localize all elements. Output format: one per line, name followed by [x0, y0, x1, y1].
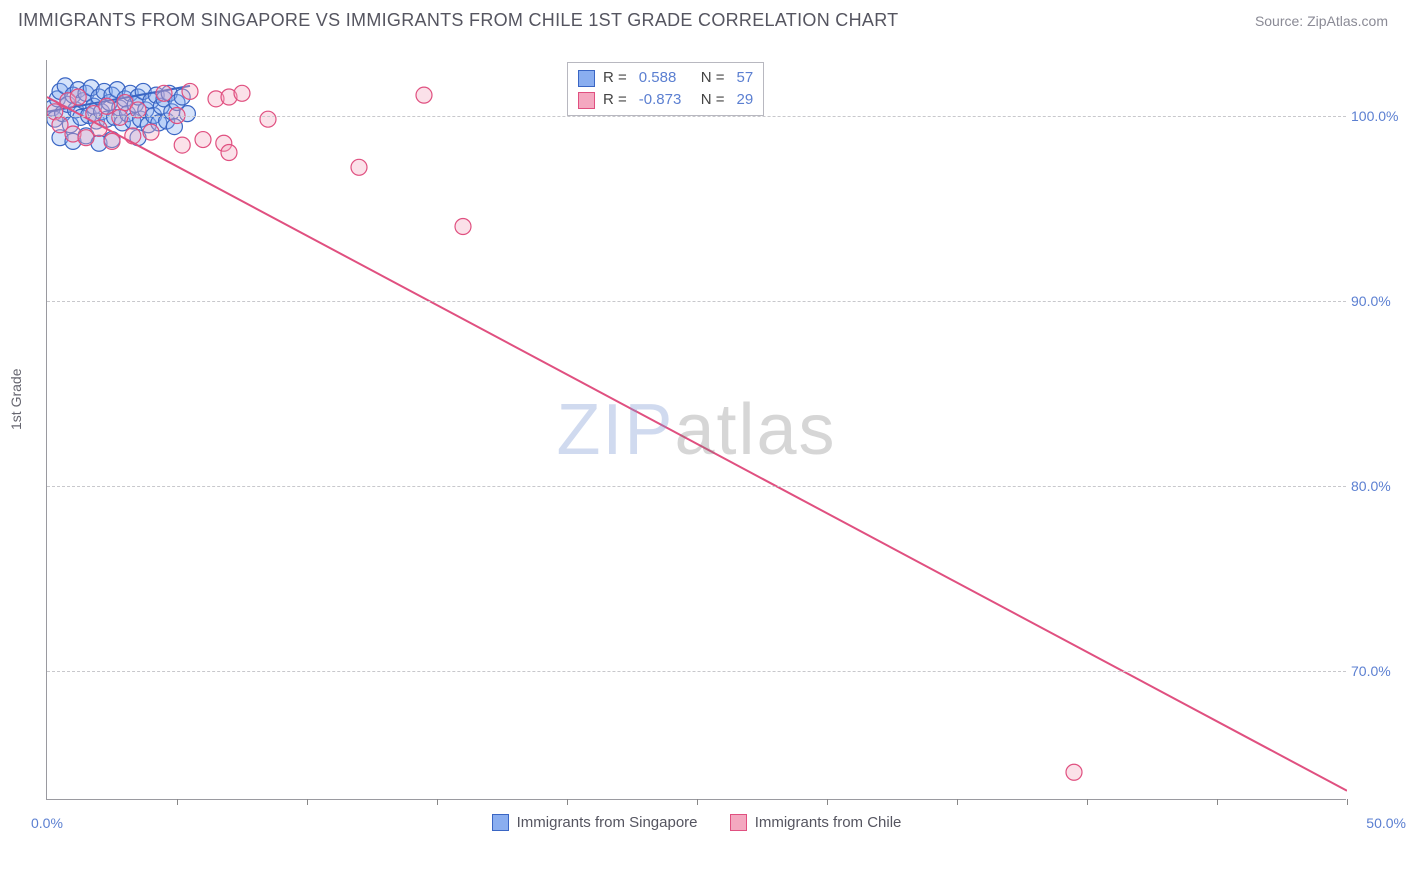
legend-label-singapore: Immigrants from Singapore: [517, 814, 698, 831]
scatter-point-chile: [125, 128, 141, 144]
x-tick: [957, 799, 958, 805]
x-tick: [697, 799, 698, 805]
x-tick: [567, 799, 568, 805]
n-label: N =: [701, 89, 725, 111]
scatter-chart: [47, 60, 1347, 800]
plot-area: ZIPatlas R = 0.588 N = 57 R = -0.873 N =…: [46, 60, 1346, 800]
scatter-point-chile: [260, 111, 276, 127]
scatter-point-chile: [143, 124, 159, 140]
n-label: N =: [701, 67, 725, 89]
x-tick: [177, 799, 178, 805]
y-tick-label: 80.0%: [1351, 478, 1406, 494]
x-tick: [1347, 799, 1348, 805]
scatter-point-chile: [351, 159, 367, 175]
y-axis-label: 1st Grade: [8, 369, 24, 430]
gridline-h: [47, 671, 1346, 672]
legend-series: Immigrants from Singapore Immigrants fro…: [47, 814, 1346, 835]
y-tick-label: 90.0%: [1351, 293, 1406, 309]
x-tick: [827, 799, 828, 805]
x-tick: [437, 799, 438, 805]
swatch-singapore: [492, 814, 509, 831]
scatter-point-chile: [455, 219, 471, 235]
n-value-singapore: 57: [737, 67, 754, 89]
legend-item-singapore: Immigrants from Singapore: [492, 814, 698, 831]
chart-header: IMMIGRANTS FROM SINGAPORE VS IMMIGRANTS …: [0, 0, 1406, 35]
r-label: R =: [603, 67, 627, 89]
y-tick-label: 100.0%: [1351, 108, 1406, 124]
x-tick: [1217, 799, 1218, 805]
n-value-chile: 29: [737, 89, 754, 111]
scatter-point-chile: [156, 85, 172, 101]
legend-correlation-box: R = 0.588 N = 57 R = -0.873 N = 29: [567, 62, 764, 116]
x-tick: [1087, 799, 1088, 805]
y-tick-label: 70.0%: [1351, 663, 1406, 679]
chart-source: Source: ZipAtlas.com: [1255, 13, 1388, 29]
chart-title: IMMIGRANTS FROM SINGAPORE VS IMMIGRANTS …: [18, 10, 898, 31]
scatter-point-chile: [99, 98, 115, 114]
swatch-singapore: [578, 70, 595, 87]
scatter-point-chile: [416, 87, 432, 103]
scatter-point-chile: [234, 85, 250, 101]
trend-line-chile: [47, 97, 1347, 791]
gridline-h: [47, 486, 1346, 487]
r-value-chile: -0.873: [639, 89, 693, 111]
legend-row-singapore: R = 0.588 N = 57: [578, 67, 753, 89]
x-tick: [307, 799, 308, 805]
legend-item-chile: Immigrants from Chile: [730, 814, 902, 831]
scatter-point-chile: [112, 109, 128, 125]
scatter-point-chile: [174, 137, 190, 153]
scatter-point-chile: [1066, 764, 1082, 780]
gridline-h: [47, 301, 1346, 302]
scatter-point-chile: [182, 83, 198, 99]
scatter-point-chile: [195, 132, 211, 148]
scatter-point-chile: [221, 145, 237, 161]
gridline-h: [47, 116, 1346, 117]
swatch-chile: [730, 814, 747, 831]
r-label: R =: [603, 89, 627, 111]
x-axis-max-label: 50.0%: [1366, 815, 1406, 831]
legend-row-chile: R = -0.873 N = 29: [578, 89, 753, 111]
swatch-chile: [578, 92, 595, 109]
legend-label-chile: Immigrants from Chile: [755, 814, 902, 831]
r-value-singapore: 0.588: [639, 67, 693, 89]
scatter-point-chile: [70, 89, 86, 105]
